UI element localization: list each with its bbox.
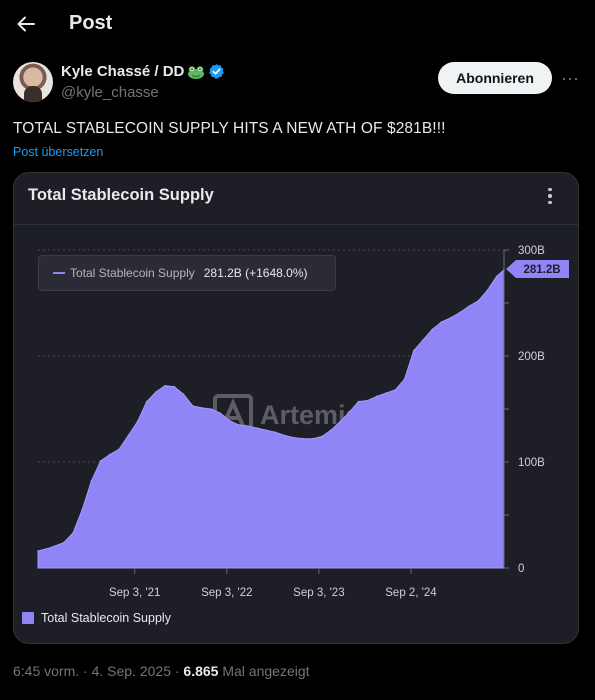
data-point: [81, 508, 83, 511]
x-tick-label: Sep 2, '24: [385, 587, 437, 599]
data-point: [155, 391, 157, 393]
data-point: [385, 392, 387, 394]
data-point: [274, 431, 277, 434]
data-point: [311, 437, 314, 440]
author-name[interactable]: Kyle Chassé / DD: [61, 63, 225, 80]
y-tick-label: 0: [518, 563, 524, 575]
more-options-button[interactable]: ···: [559, 66, 581, 90]
data-point: [127, 434, 130, 437]
translate-post-link[interactable]: Post übersetzen: [13, 145, 104, 159]
verified-badge-icon: [209, 64, 225, 79]
supply-area: [37, 268, 505, 569]
data-point: [90, 480, 93, 482]
data-point: [284, 434, 286, 437]
series-swatch: [53, 272, 65, 274]
y-tick-label: 200B: [518, 351, 545, 363]
x-tick-label: Sep 3, '22: [201, 587, 252, 599]
arrow-left-icon: [17, 16, 35, 32]
post-timestamp[interactable]: 6:45 vorm. · 4. Sep. 2025 ·: [13, 663, 184, 679]
data-point: [228, 419, 231, 422]
data-point: [366, 399, 369, 402]
data-point: [182, 393, 185, 395]
current-value-tag: 281.2B: [506, 260, 569, 278]
dot-icon: [548, 187, 552, 192]
data-point: [293, 436, 295, 439]
x-tick-label: Sep 3, '21: [109, 587, 160, 599]
data-point: [320, 435, 323, 438]
chart-legend[interactable]: Total Stablecoin Supply: [22, 611, 171, 625]
back-button[interactable]: [8, 6, 44, 42]
view-count-label: Mal angezeigt: [218, 663, 310, 679]
data-point: [339, 420, 341, 423]
data-point: [99, 460, 102, 462]
data-point: [431, 328, 434, 331]
view-count: 6.865: [183, 663, 219, 679]
chart-card[interactable]: Total Stablecoin Supply Artemis Sep 3, '…: [13, 172, 579, 644]
post-text: TOTAL STABLECOIN SUPPLY HITS A NEW ATH O…: [13, 120, 446, 137]
data-point: [238, 424, 240, 426]
data-point: [412, 349, 415, 352]
data-point: [256, 427, 258, 429]
data-point: [403, 378, 406, 381]
card-divider: [14, 224, 578, 225]
data-point: [348, 411, 351, 413]
y-axis: 0 100B 200B 300B: [503, 245, 545, 575]
data-point: [191, 405, 194, 407]
data-point: [37, 550, 39, 552]
data-point: [201, 407, 203, 409]
x-axis: Sep 3, '21 Sep 3, '22 Sep 3, '23 Sep 2, '24: [109, 568, 437, 599]
frog-emoji-icon: [188, 65, 205, 79]
data-point: [219, 412, 222, 414]
more-horizontal-icon: ···: [561, 67, 579, 88]
post-meta: 6:45 vorm. · 4. Sep. 2025 · 6.865 Mal an…: [13, 663, 310, 679]
data-point: [394, 389, 397, 391]
data-point: [72, 532, 74, 534]
data-point: [477, 300, 480, 302]
data-point: [210, 408, 212, 410]
data-point: [357, 400, 360, 403]
data-point: [63, 541, 65, 544]
data-point: [495, 275, 498, 278]
data-point: [330, 429, 332, 432]
data-point: [164, 384, 166, 387]
current-value-text: 281.2B: [523, 264, 560, 276]
data-point: [440, 321, 443, 323]
tooltip-series: Total Stablecoin Supply: [70, 266, 195, 280]
stablecoin-supply-chart[interactable]: Artemis Sep 3, '21 Sep 3, '22 Sep 3, '23 Se…: [14, 173, 579, 644]
y-tick-label: 300B: [518, 245, 545, 257]
data-point: [449, 317, 452, 319]
data-point: [459, 311, 461, 314]
author-name-text: Kyle Chassé / DD: [61, 63, 185, 80]
dot-icon: [548, 194, 552, 198]
tooltip-value: 281.2B (+1648.0%): [203, 266, 308, 280]
legend-swatch: [22, 612, 34, 624]
data-point: [486, 289, 489, 292]
data-point: [136, 420, 139, 423]
data-point: [468, 305, 470, 307]
avatar[interactable]: [13, 62, 53, 102]
data-point: [247, 425, 249, 427]
card-title: Total Stablecoin Supply: [28, 186, 214, 204]
author-row: Kyle Chassé / DD @kyle_chasse Abonnieren…: [13, 62, 583, 104]
data-point: [118, 448, 120, 451]
data-point: [173, 385, 176, 388]
data-point: [145, 400, 148, 403]
legend-label: Total Stablecoin Supply: [41, 611, 171, 625]
data-point: [302, 437, 305, 440]
follow-button[interactable]: Abonnieren: [438, 62, 552, 94]
data-point: [422, 339, 424, 341]
data-point: [49, 547, 51, 549]
author-handle[interactable]: @kyle_chasse: [61, 84, 159, 101]
x-tick-label: Sep 3, '23: [293, 587, 344, 599]
data-point: [109, 453, 111, 456]
data-point: [376, 395, 378, 398]
data-point: [265, 429, 268, 432]
page-title: Post: [69, 12, 113, 34]
dot-icon: [548, 200, 552, 205]
chart-tooltip: Total Stablecoin Supply 281.2B (+1648.0%…: [38, 255, 336, 291]
header: Post: [0, 0, 595, 48]
card-menu-button[interactable]: [540, 185, 560, 207]
y-tick-label: 100B: [518, 457, 545, 469]
